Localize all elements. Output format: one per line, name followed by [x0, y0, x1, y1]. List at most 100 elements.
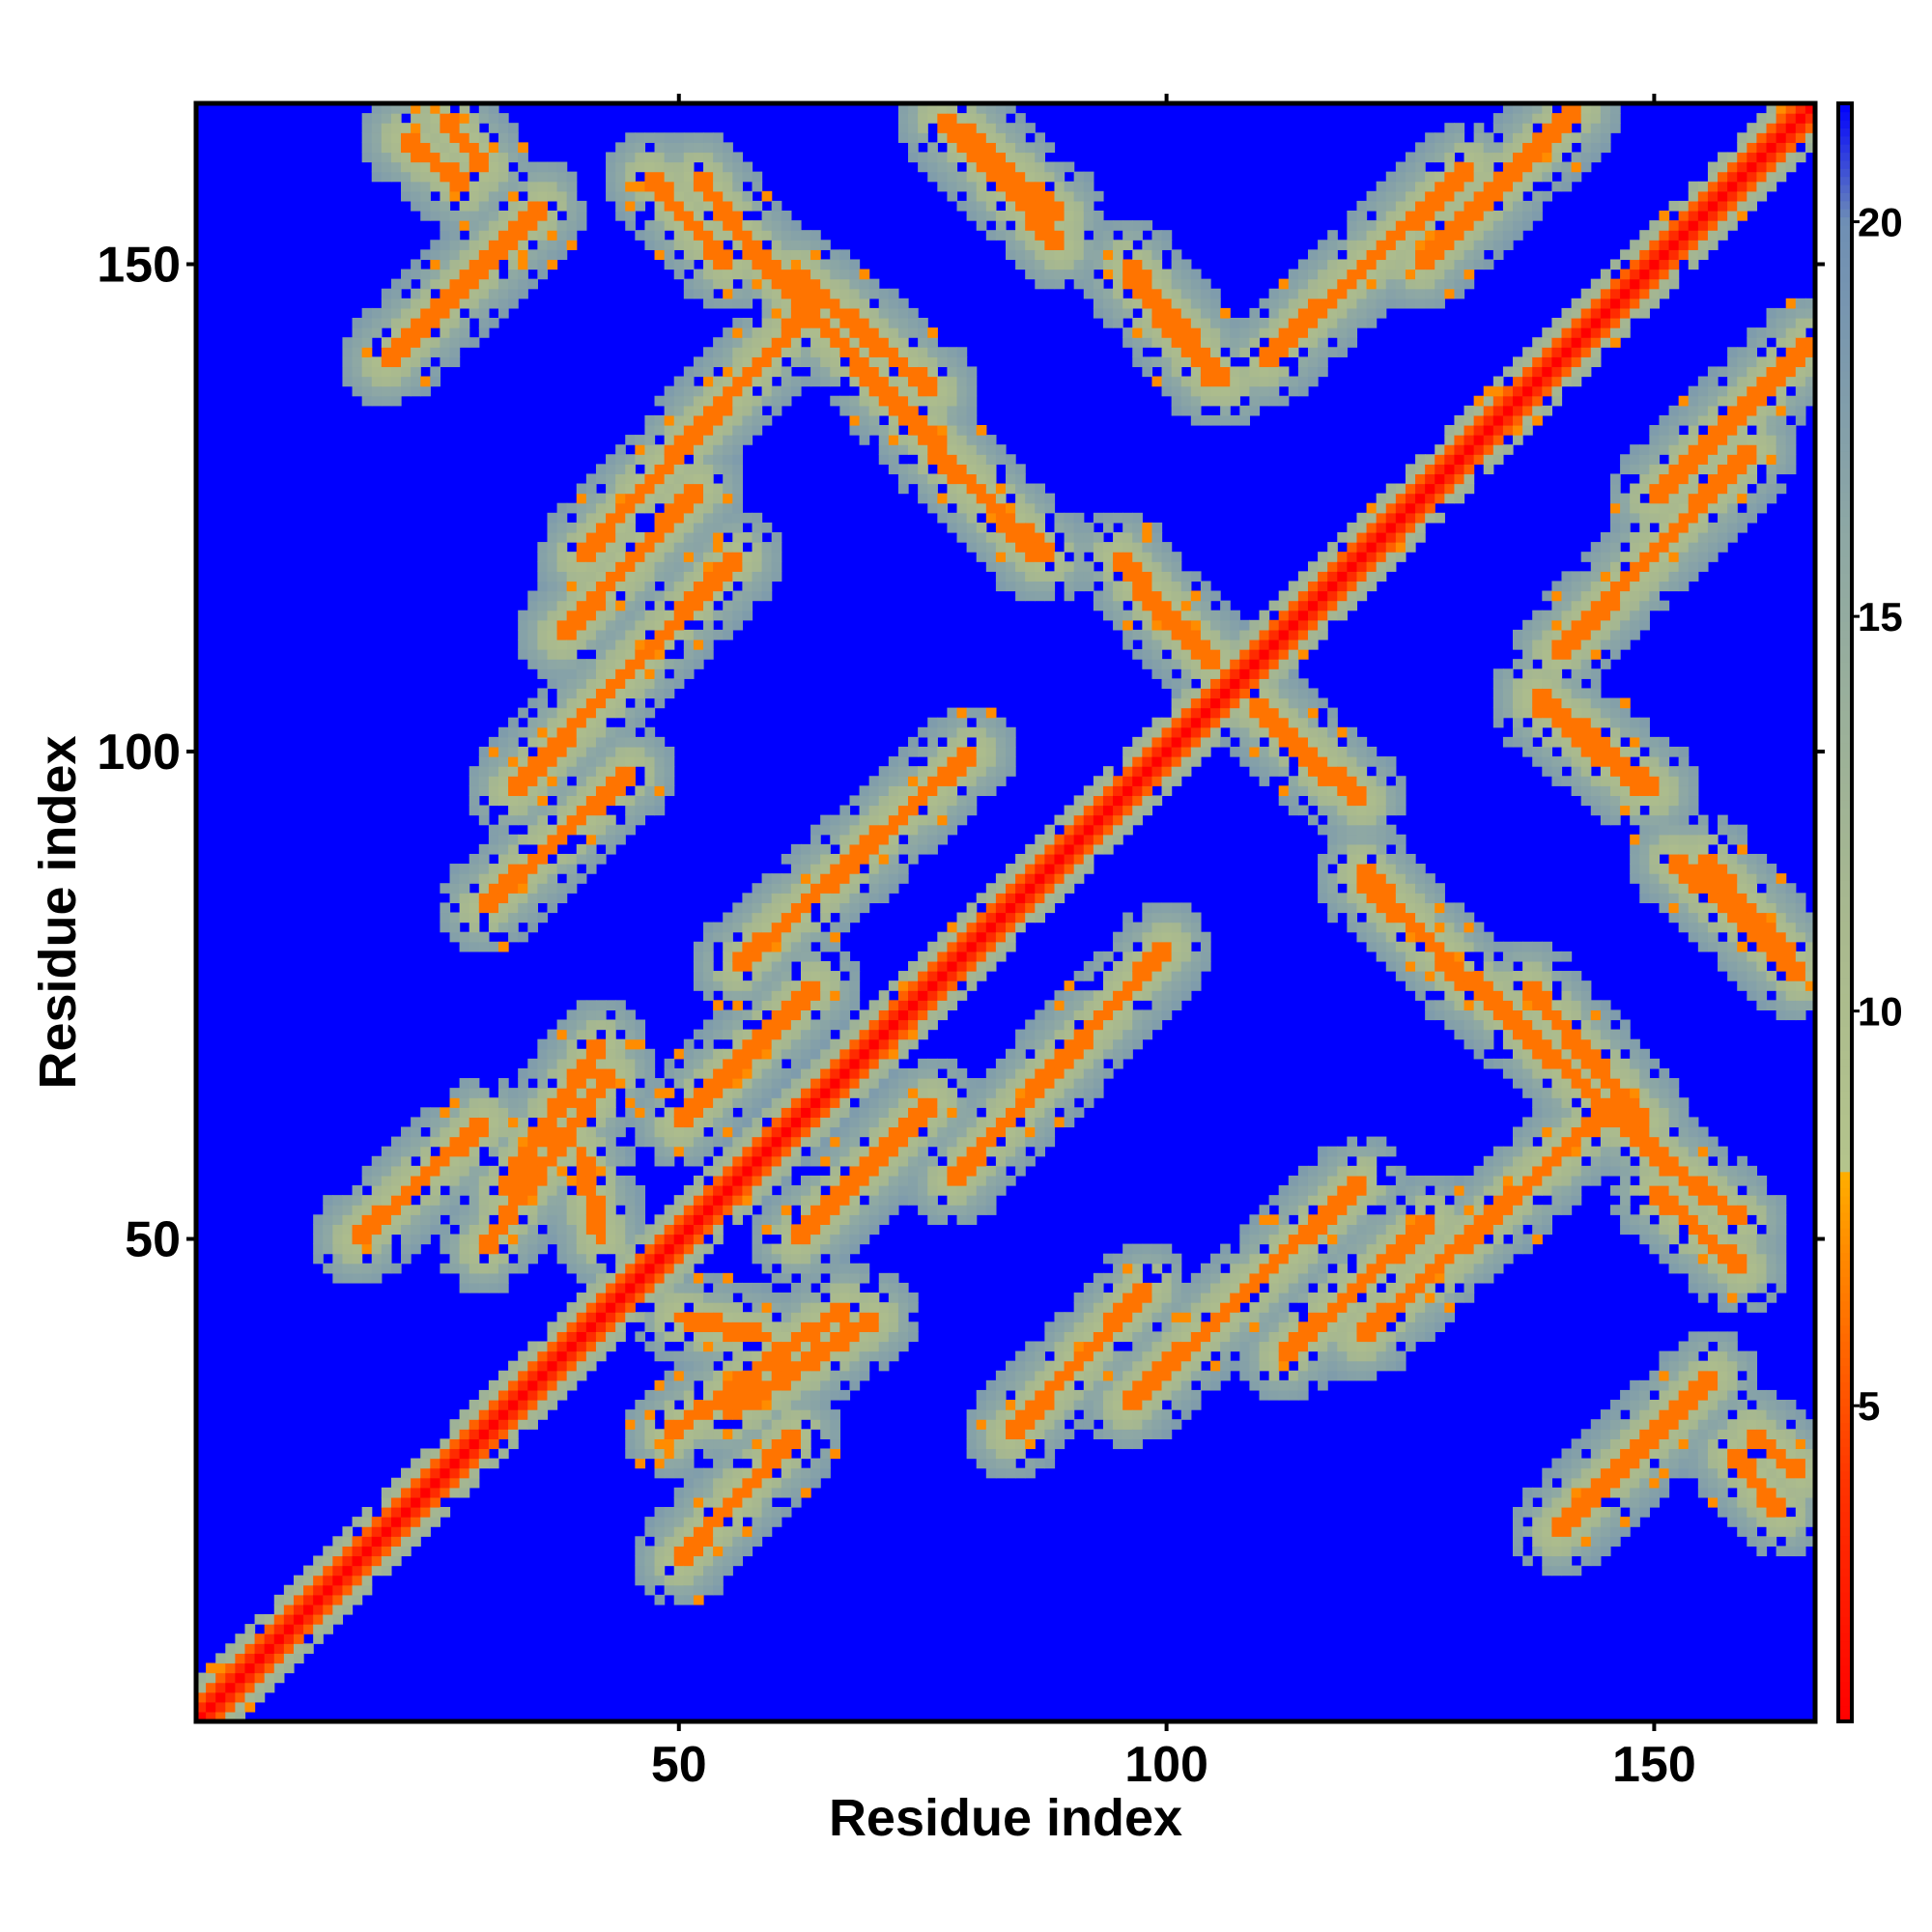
heatmap-cell	[342, 1195, 354, 1206]
heatmap-cell	[771, 1019, 782, 1031]
heatmap-cell	[908, 1302, 919, 1313]
heatmap-cell	[723, 161, 733, 173]
heatmap-cell	[254, 1662, 266, 1674]
heatmap-cell	[635, 668, 646, 679]
heatmap-cell	[732, 1058, 743, 1069]
heatmap-cell	[820, 912, 831, 923]
heatmap-cell	[401, 142, 412, 154]
heatmap-cell	[752, 200, 763, 212]
heatmap-cell	[478, 259, 490, 270]
heatmap-cell	[732, 951, 743, 962]
heatmap-cell	[615, 581, 626, 592]
heatmap-cell	[713, 1136, 724, 1148]
heatmap-cell	[673, 1496, 685, 1508]
heatmap-cell	[654, 512, 666, 524]
heatmap-cell	[723, 1458, 733, 1469]
heatmap-cell	[1015, 502, 1026, 514]
heatmap-cell	[615, 152, 626, 163]
heatmap-cell	[527, 1126, 538, 1138]
heatmap-cell	[449, 123, 461, 133]
heatmap-cell	[723, 960, 733, 972]
heatmap-cell	[508, 1438, 519, 1450]
heatmap-cell	[244, 1634, 256, 1644]
heatmap-cell	[518, 766, 528, 777]
heatmap-cell	[820, 1458, 831, 1469]
heatmap-cell	[537, 893, 549, 904]
heatmap-cell	[1006, 1117, 1016, 1128]
heatmap-cell	[693, 464, 704, 475]
heatmap-cell	[761, 1038, 773, 1050]
heatmap-cell	[908, 473, 919, 485]
heatmap-cell	[888, 834, 899, 845]
heatmap-cell	[693, 1487, 704, 1498]
heatmap-cell	[459, 113, 470, 124]
heatmap-cell	[849, 259, 861, 270]
heatmap-cell	[547, 1331, 558, 1343]
heatmap-cell	[742, 1155, 753, 1167]
heatmap-cell	[664, 161, 675, 173]
heatmap-cell	[810, 1370, 821, 1381]
heatmap-cell	[713, 1409, 724, 1420]
heatmap-cell	[664, 483, 675, 495]
heatmap-cell	[635, 795, 646, 807]
heatmap-cell	[966, 951, 978, 962]
heatmap-cell	[625, 152, 636, 163]
heatmap-cell	[1006, 200, 1016, 212]
heatmap-cell	[810, 230, 821, 241]
heatmap-cell	[761, 1058, 773, 1069]
heatmap-cell	[790, 1136, 802, 1148]
heatmap-cell	[888, 1038, 899, 1050]
heatmap-cell	[683, 1565, 695, 1577]
heatmap-cell	[371, 152, 383, 163]
heatmap-cell	[420, 1487, 431, 1498]
heatmap-cell	[839, 259, 851, 270]
heatmap-cell	[966, 152, 978, 163]
heatmap-cell	[556, 1379, 568, 1391]
heatmap-cell	[469, 259, 480, 270]
heatmap-cell	[849, 1321, 861, 1332]
heatmap-cell	[820, 990, 831, 1001]
heatmap-cell	[683, 395, 695, 407]
heatmap-cell	[888, 883, 899, 894]
heatmap-cell	[966, 1419, 978, 1430]
heatmap-cell	[547, 726, 558, 738]
heatmap-cell	[761, 298, 773, 309]
heatmap-cell	[518, 269, 528, 280]
heatmap-cell	[576, 776, 587, 786]
heatmap-cell	[459, 1214, 470, 1225]
heatmap-cell	[469, 1165, 480, 1177]
heatmap-cell	[566, 200, 578, 212]
heatmap-cell	[527, 785, 538, 797]
heatmap-cell	[927, 395, 938, 407]
heatmap-cell	[497, 142, 509, 154]
heatmap-cell	[713, 181, 724, 192]
heatmap-cell	[830, 1370, 840, 1381]
heatmap-cell	[927, 502, 938, 514]
heatmap-cell	[937, 376, 949, 387]
heatmap-cell	[742, 1029, 753, 1040]
heatmap-cell	[683, 444, 695, 455]
heatmap-cell	[995, 483, 1007, 495]
heatmap-cell	[761, 1370, 773, 1381]
heatmap-cell	[469, 805, 480, 816]
heatmap-cell	[644, 1058, 656, 1069]
heatmap-cell	[644, 1224, 656, 1236]
heatmap-cell	[976, 464, 987, 475]
heatmap-cell	[527, 1165, 538, 1177]
heatmap-cell	[401, 171, 412, 183]
heatmap-cell	[761, 220, 773, 231]
heatmap-cell	[790, 1458, 802, 1469]
heatmap-cell	[878, 454, 890, 465]
heatmap-cell	[527, 210, 538, 221]
heatmap-cell	[868, 814, 880, 826]
heatmap-cell	[761, 307, 773, 319]
heatmap-cell	[868, 1009, 880, 1021]
heatmap-cell	[508, 1263, 519, 1274]
heatmap-cell	[576, 493, 587, 504]
heatmap-cell	[742, 1467, 753, 1479]
heatmap-cell	[1015, 873, 1026, 884]
heatmap-cell	[888, 1205, 899, 1215]
heatmap-cell	[918, 726, 928, 738]
heatmap-cell	[693, 240, 704, 250]
heatmap-cell	[830, 1263, 840, 1274]
